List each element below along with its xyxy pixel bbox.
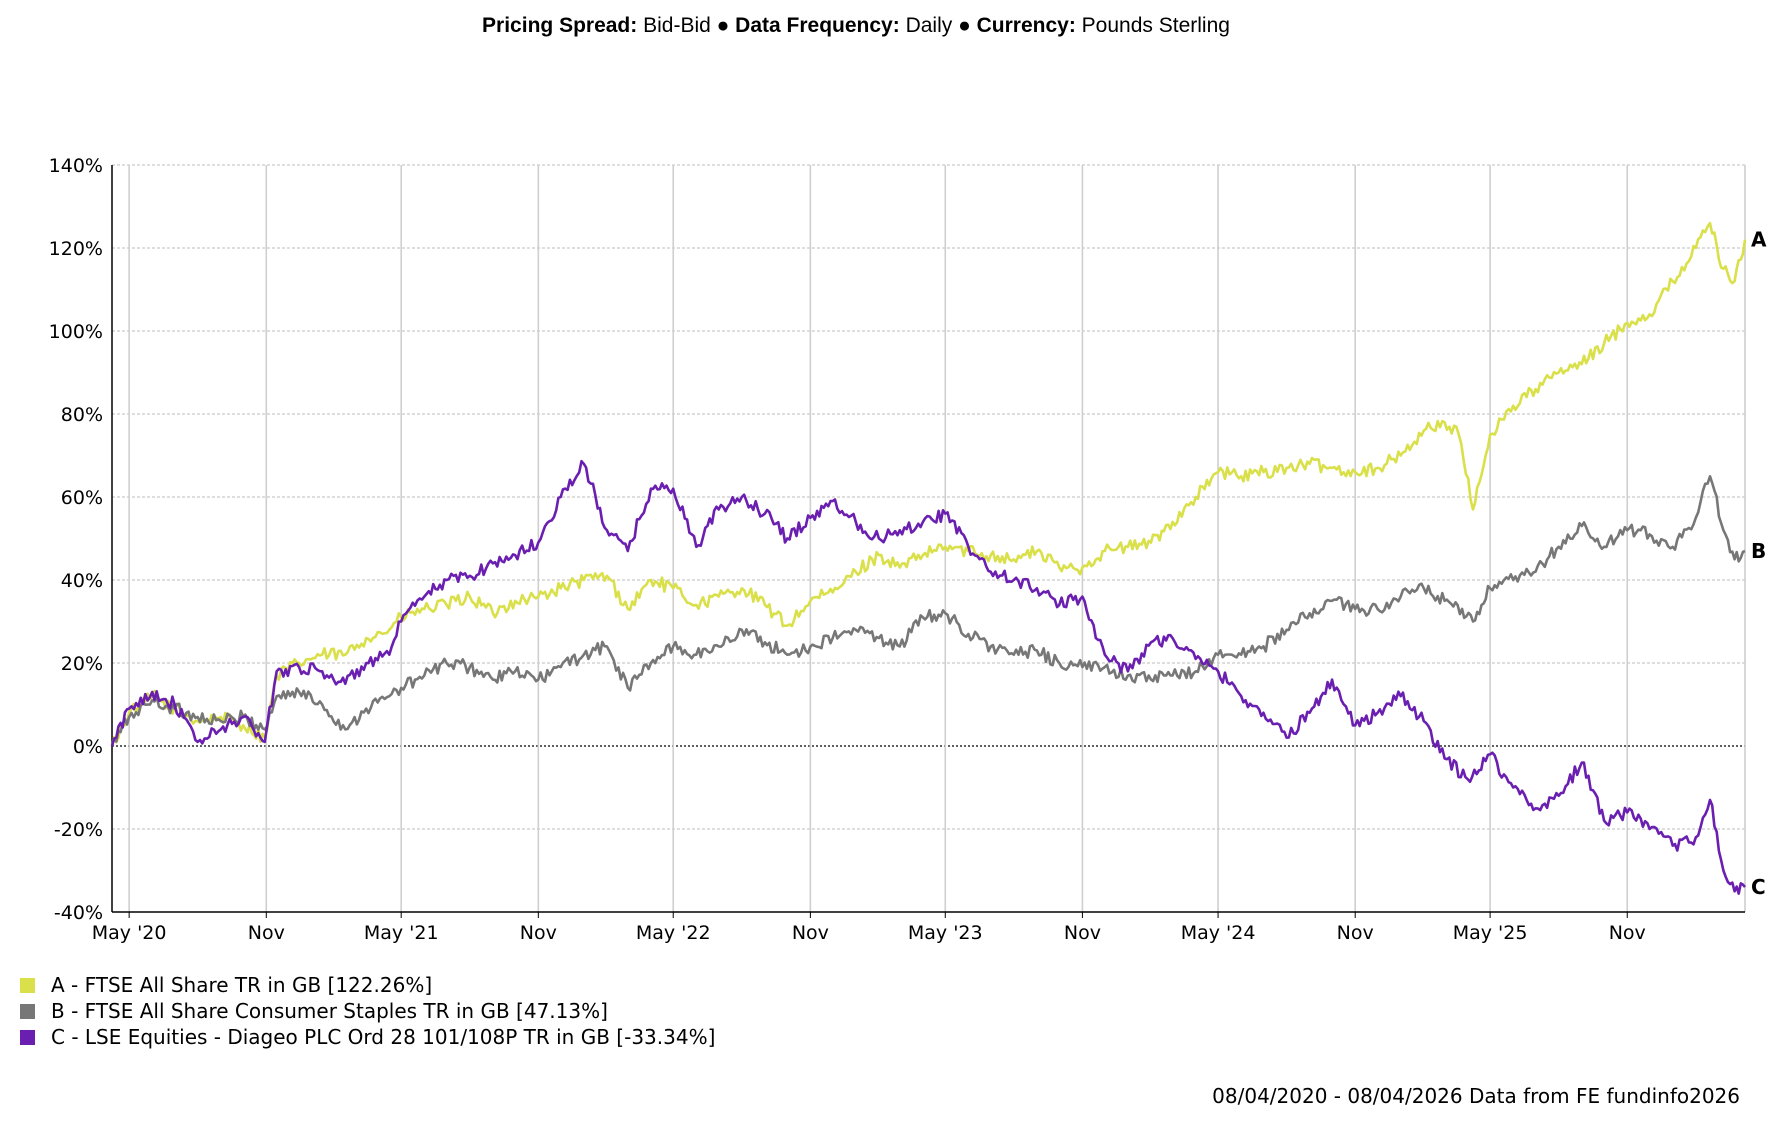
x-tick-label: Nov: [792, 922, 829, 944]
x-tick-label: May '25: [1453, 922, 1528, 944]
legend-label-a: A - FTSE All Share TR in GB [122.26%]: [51, 973, 433, 997]
legend-item-c: C - LSE Equities - Diageo PLC Ord 28 101…: [20, 1024, 715, 1050]
y-tick-label: 80%: [61, 404, 103, 426]
pricing-spread-value: Bid-Bid: [643, 14, 711, 37]
end-label-b: B: [1751, 539, 1766, 563]
legend-item-b: B - FTSE All Share Consumer Staples TR i…: [20, 998, 715, 1024]
legend-swatch-a: [20, 977, 35, 993]
series-lines: [110, 221, 1747, 895]
series-line-c: [110, 459, 1746, 895]
x-tick-label: Nov: [520, 922, 557, 944]
y-tick-label: 60%: [61, 487, 103, 509]
series-line-a: [110, 221, 1747, 747]
separator-dot: ●: [958, 14, 971, 37]
currency-value: Pounds Sterling: [1081, 14, 1230, 37]
data-source-footer: 08/04/2020 - 08/04/2026 Data from FE fun…: [1212, 1084, 1740, 1108]
x-tick-label: May '22: [636, 922, 711, 944]
data-frequency-value: Daily: [905, 14, 953, 37]
y-tick-label: 120%: [49, 238, 103, 260]
legend-label-c: C - LSE Equities - Diageo PLC Ord 28 101…: [51, 1025, 716, 1049]
x-tick-label: May '21: [364, 922, 439, 944]
legend-label-b: B - FTSE All Share Consumer Staples TR i…: [51, 999, 608, 1023]
x-tick-label: Nov: [1064, 922, 1101, 944]
y-tick-label: 20%: [61, 653, 103, 675]
currency-label: Currency:: [976, 14, 1076, 37]
x-tick-label: May '24: [1181, 922, 1256, 944]
y-tick-label: 140%: [49, 155, 103, 177]
x-tick-label: Nov: [248, 922, 285, 944]
end-label-a: A: [1751, 228, 1767, 252]
performance-line-chart: 140%120%100%80%60%40%20%0%-20%-40%May '2…: [49, 155, 1767, 944]
separator-dot: ●: [716, 14, 730, 37]
legend-swatch-b: [20, 1003, 35, 1019]
x-tick-label: Nov: [1337, 922, 1374, 944]
end-label-c: C: [1751, 875, 1766, 899]
chart-legend: A - FTSE All Share TR in GB [122.26%] B …: [20, 972, 715, 1050]
legend-swatch-c: [20, 1029, 35, 1045]
data-frequency-label: Data Frequency:: [735, 14, 900, 37]
y-tick-label: 40%: [61, 570, 103, 592]
pricing-spread-label: Pricing Spread:: [482, 14, 638, 37]
legend-item-a: A - FTSE All Share TR in GB [122.26%]: [20, 972, 715, 998]
y-tick-label: -20%: [54, 819, 103, 841]
end-labels: A B C: [1751, 228, 1767, 899]
grid-lines: [112, 164, 1746, 912]
series-line-b: [110, 475, 1746, 747]
x-tick-label: May '20: [92, 922, 167, 944]
chart-axes: 140%120%100%80%60%40%20%0%-20%-40%May '2…: [49, 155, 1745, 944]
y-tick-label: 100%: [49, 321, 103, 343]
x-tick-label: Nov: [1609, 922, 1646, 944]
y-tick-label: 0%: [73, 736, 103, 758]
x-tick-label: May '23: [908, 922, 983, 944]
chart-header: Pricing Spread: Bid-Bid ● Data Frequency…: [0, 14, 1712, 38]
y-tick-label: -40%: [54, 902, 103, 924]
